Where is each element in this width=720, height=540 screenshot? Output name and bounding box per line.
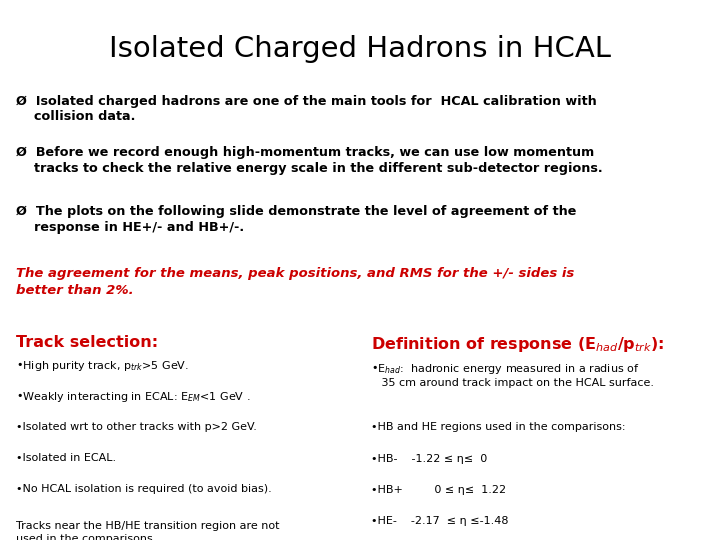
Text: •E$_{had}$:  hadronic energy measured in a radius of
   35 cm around track impac: •E$_{had}$: hadronic energy measured in … <box>371 362 654 388</box>
Text: Tracks near the HB/HE transition region are not
used in the comparisons.: Tracks near the HB/HE transition region … <box>16 521 279 540</box>
Text: The agreement for the means, peak positions, and RMS for the +/- sides is
better: The agreement for the means, peak positi… <box>16 267 574 298</box>
Text: •Isolated wrt to other tracks with p>2 GeV.: •Isolated wrt to other tracks with p>2 G… <box>16 422 257 432</box>
Text: •No HCAL isolation is required (to avoid bias).: •No HCAL isolation is required (to avoid… <box>16 484 271 495</box>
Text: •HB and HE regions used in the comparisons:: •HB and HE regions used in the compariso… <box>371 422 625 433</box>
Text: Track selection:: Track selection: <box>16 335 158 350</box>
Text: •Isolated in ECAL.: •Isolated in ECAL. <box>16 453 116 463</box>
Text: •HE-    -2.17  ≤ η ≤-1.48: •HE- -2.17 ≤ η ≤-1.48 <box>371 516 508 526</box>
Text: •HB-    -1.22 ≤ η≤  0: •HB- -1.22 ≤ η≤ 0 <box>371 454 487 464</box>
Text: Ø  Isolated charged hadrons are one of the main tools for  HCAL calibration with: Ø Isolated charged hadrons are one of th… <box>16 94 597 124</box>
Text: •High purity track, p$_{trk}$>5 GeV.: •High purity track, p$_{trk}$>5 GeV. <box>16 359 189 373</box>
Text: •HB+         0 ≤ η≤  1.22: •HB+ 0 ≤ η≤ 1.22 <box>371 485 506 495</box>
Text: Isolated Charged Hadrons in HCAL: Isolated Charged Hadrons in HCAL <box>109 35 611 63</box>
Text: •Weakly interacting in ECAL: E$_{EM}$<1 GeV .: •Weakly interacting in ECAL: E$_{EM}$<1 … <box>16 390 251 404</box>
Text: Definition of response (E$_{had}$/p$_{trk}$):: Definition of response (E$_{had}$/p$_{tr… <box>371 335 664 354</box>
Text: Ø  The plots on the following slide demonstrate the level of agreement of the
  : Ø The plots on the following slide demon… <box>16 205 576 234</box>
Text: Ø  Before we record enough high-momentum tracks, we can use low momentum
    tra: Ø Before we record enough high-momentum … <box>16 146 603 175</box>
